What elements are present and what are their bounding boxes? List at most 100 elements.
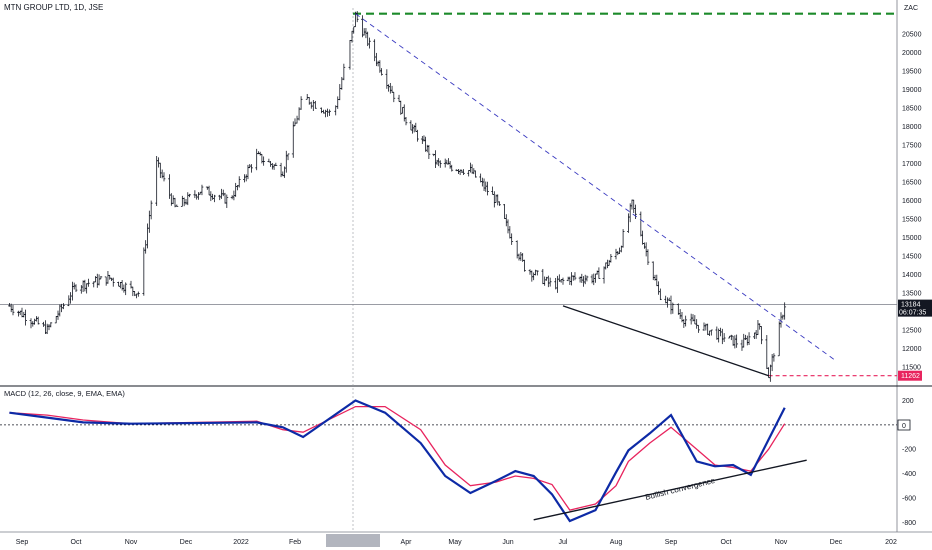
price-bar: [45, 323, 49, 335]
price-bar: [597, 267, 601, 279]
time-axis-label: Nov: [775, 539, 788, 546]
price-bar: [299, 96, 303, 110]
price-bar: [193, 190, 197, 199]
price-bar: [583, 274, 587, 285]
price-bar: [607, 259, 611, 266]
price-bar: [146, 223, 149, 249]
price-bar: [17, 310, 20, 317]
price-bar: [706, 323, 710, 336]
price-bar: [83, 279, 87, 292]
time-axis-label: Aug: [610, 539, 623, 546]
time-axis-label: Jul: [559, 539, 568, 546]
price-bar: [94, 276, 97, 283]
price-bar: [324, 109, 327, 118]
price-bar: [470, 164, 474, 174]
price-bar: [602, 266, 606, 284]
price-bar: [731, 335, 735, 346]
price-unit-label: ZAC: [904, 5, 918, 12]
price-bar: [270, 163, 274, 170]
price-bar: [424, 136, 427, 152]
price-bar: [496, 194, 500, 206]
price-bar: [693, 315, 697, 325]
price-bar: [244, 174, 248, 182]
price-bar: [380, 68, 384, 76]
price-bar: [392, 91, 396, 103]
macd-line: [9, 399, 786, 523]
price-bar: [200, 184, 204, 196]
price-bar: [411, 124, 414, 134]
price-bar: [606, 259, 609, 269]
price-bar: [609, 254, 613, 263]
price-bar: [171, 195, 175, 205]
price-bar: [209, 191, 213, 202]
price-bar: [515, 240, 519, 259]
price-bar: [570, 272, 573, 286]
price-bar: [328, 109, 332, 116]
price-tick-label: 19500: [902, 69, 922, 76]
price-bar: [409, 120, 413, 131]
price-bar: [474, 170, 477, 178]
price-tick-label: 12500: [902, 327, 922, 334]
price-bar: [284, 150, 288, 173]
descending-trendline[interactable]: [355, 13, 835, 360]
time-axis-label: Dec: [180, 539, 193, 546]
price-bar: [218, 194, 222, 201]
price-bar: [326, 108, 329, 117]
price-bar: [614, 248, 618, 260]
price-bar: [702, 322, 706, 331]
price-bar: [311, 100, 315, 111]
price-tick-label: 12000: [902, 346, 922, 353]
price-bar: [295, 115, 299, 124]
price-bar: [642, 242, 646, 249]
price-bar: [414, 122, 418, 132]
price-bar: [99, 276, 103, 280]
price-bar: [376, 60, 380, 67]
price-tick-label: 18000: [902, 124, 922, 131]
price-bar: [11, 304, 15, 316]
price-bar: [225, 194, 229, 208]
price-bar: [155, 155, 159, 206]
price-bar: [427, 145, 431, 159]
price-bar: [36, 316, 40, 325]
price-support-line[interactable]: [562, 305, 769, 377]
price-bar: [122, 284, 126, 293]
price-tick-label: 11500: [902, 364, 921, 371]
price-bar: [467, 170, 471, 177]
price-bar: [205, 186, 209, 190]
price-bar: [104, 276, 108, 286]
price-bar: [117, 281, 120, 287]
time-axis-label: Feb: [289, 539, 301, 546]
price-tick-label: 16000: [902, 198, 922, 205]
price-bar: [523, 259, 526, 272]
price-bar: [519, 251, 523, 261]
price-bar: [566, 276, 570, 282]
price-tick-label: 20000: [902, 50, 922, 57]
price-bar: [361, 15, 364, 38]
price-bar: [695, 319, 699, 329]
price-bar: [258, 151, 262, 156]
price-bar: [118, 282, 122, 289]
macd-pane: [9, 399, 807, 523]
price-bar: [47, 324, 51, 331]
price-bar: [158, 162, 162, 178]
price-bar: [503, 204, 506, 220]
price-bar: [180, 195, 184, 207]
price-bar: [434, 150, 437, 169]
price-bar: [56, 310, 60, 320]
last-price-value: 13184: [901, 302, 921, 309]
price-bar: [752, 332, 756, 340]
price-bar: [313, 100, 317, 109]
time-axis-label: 2022: [233, 539, 249, 546]
price-bar: [530, 270, 534, 282]
price-bar: [768, 364, 772, 382]
price-bar: [604, 262, 608, 270]
price-bar: [715, 326, 719, 340]
price-bar: [54, 316, 58, 324]
price-bar: [747, 332, 751, 345]
price-bar: [182, 197, 186, 207]
price-bar: [120, 280, 124, 291]
price-tick-label: 15500: [902, 216, 922, 223]
macd-support-line[interactable]: [533, 459, 807, 521]
price-bar: [781, 314, 785, 320]
